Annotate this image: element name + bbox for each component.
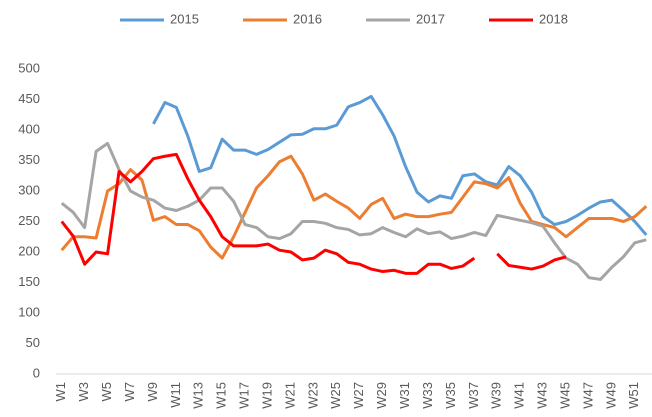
line-series — [60, 141, 647, 281]
x-tick-label: W11 — [168, 382, 183, 408]
x-tick-label: W13 — [191, 382, 206, 409]
x-tick-label: W35 — [443, 382, 458, 409]
x-tick-label: W45 — [557, 382, 572, 409]
x-tick-label: W21 — [282, 382, 297, 409]
y-tick-label: 50 — [26, 335, 40, 350]
x-tick-label: W29 — [374, 382, 389, 409]
x-tick-label: W47 — [580, 382, 595, 409]
y-tick-label: 400 — [18, 121, 40, 136]
x-tick-label: W1 — [53, 382, 68, 402]
x-tick-label: W9 — [145, 382, 160, 402]
x-tick-label: W7 — [122, 382, 137, 402]
line-series — [60, 154, 648, 260]
x-tick-label: W27 — [351, 382, 366, 409]
legend-label: 2016 — [293, 11, 322, 26]
y-tick-label: 450 — [18, 91, 40, 106]
x-tick-label: W19 — [259, 382, 274, 409]
y-tick-label: 250 — [18, 213, 40, 228]
y-tick-label: 350 — [18, 152, 40, 167]
y-tick-label: 100 — [18, 304, 40, 319]
y-tick-label: 0 — [33, 365, 40, 380]
x-tick-label: W37 — [466, 382, 481, 409]
x-tick-label: W17 — [237, 382, 252, 409]
legend-label: 2018 — [539, 11, 568, 26]
x-tick-label: W43 — [535, 382, 550, 409]
x-tick-label: W39 — [489, 382, 504, 409]
x-tick-label: W5 — [99, 382, 114, 402]
y-tick-label: 500 — [18, 60, 40, 75]
legend-label: 2015 — [170, 11, 199, 26]
y-tick-label: 200 — [18, 243, 40, 258]
x-tick-label: W15 — [214, 382, 229, 409]
x-tick-label: W33 — [420, 382, 435, 409]
x-tick-label: W23 — [305, 382, 320, 409]
x-tick-label: W31 — [397, 382, 412, 409]
line-series — [152, 94, 648, 236]
x-tick-label: W25 — [328, 382, 343, 409]
x-tick-label: W41 — [512, 382, 527, 409]
x-tick-label: W49 — [603, 382, 618, 409]
y-tick-label: 150 — [18, 274, 40, 289]
legend-label: 2017 — [416, 11, 445, 26]
y-tick-label: 300 — [18, 182, 40, 197]
x-tick-label: W51 — [626, 382, 641, 409]
x-tick-label: W3 — [76, 382, 91, 402]
line-series — [60, 152, 567, 275]
